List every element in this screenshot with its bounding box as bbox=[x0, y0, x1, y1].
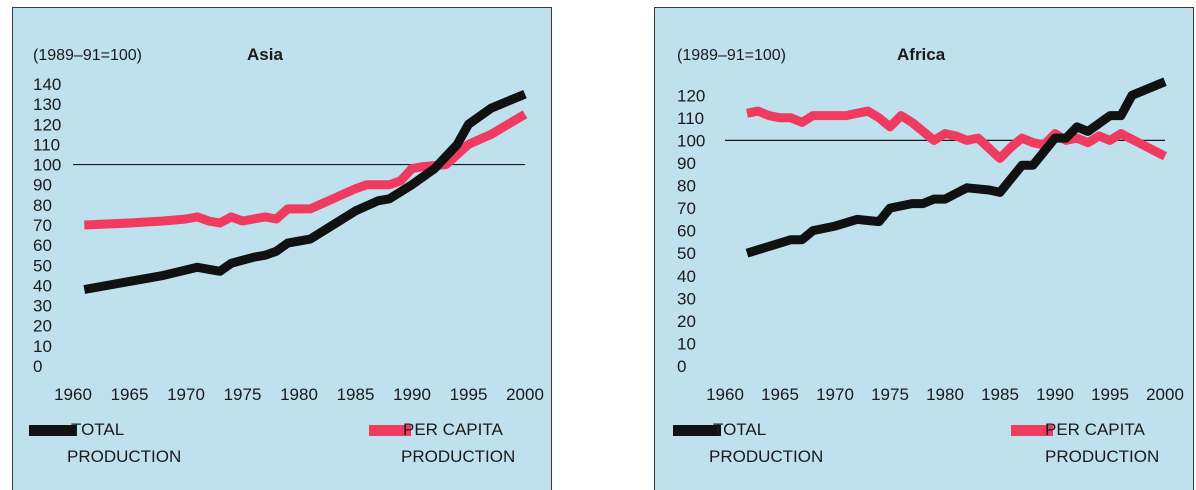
asia-chart-panel: (1989–91=100) Asia 0 10 20 30 40 50 60 70 80 90 10… bbox=[12, 7, 552, 490]
index-note: (1989–91=100) bbox=[677, 47, 786, 64]
africa-chart: (1989–91=100) Africa 0 10 20 30 40 50 60 70 80 90… bbox=[673, 45, 1184, 466]
x-tick-label: 1960 bbox=[54, 385, 92, 404]
x-tick-label: 1980 bbox=[280, 385, 318, 404]
legend-per-capita-line-2: PRODUCTION bbox=[401, 447, 515, 466]
y-tick-label: 140 bbox=[33, 75, 61, 94]
x-tick-label: 1985 bbox=[337, 385, 375, 404]
y-tick-label: 20 bbox=[677, 312, 696, 331]
legend-per-capita-line-1: PER CAPITA bbox=[1045, 420, 1145, 439]
plot-area: 0 10 20 30 40 50 60 70 80 90 100 110 120 1960 1965 1970… bbox=[677, 77, 1184, 404]
series-line-total bbox=[83, 89, 527, 294]
y-tick-label: 90 bbox=[33, 176, 52, 195]
x-tick-label: 1965 bbox=[111, 385, 149, 404]
y-tick-label: 10 bbox=[677, 334, 696, 353]
y-tick-label: 20 bbox=[33, 317, 52, 336]
y-tick-label: 0 bbox=[677, 357, 686, 376]
y-tick-label: 30 bbox=[33, 297, 52, 316]
legend: TOTAL PRODUCTION PER CAPITA PRODUCTION bbox=[29, 420, 515, 466]
series-line-per-capita bbox=[746, 106, 1168, 163]
y-tick-label: 80 bbox=[33, 196, 52, 215]
x-tick-label: 2000 bbox=[506, 385, 544, 404]
series-line-per-capita bbox=[84, 110, 528, 230]
legend-total-line-2: PRODUCTION bbox=[67, 447, 181, 466]
x-tick-label: 2000 bbox=[1146, 385, 1184, 404]
x-tick-label: 1975 bbox=[871, 385, 909, 404]
legend-total-line-1: TOTAL bbox=[713, 420, 766, 439]
x-tick-label: 1970 bbox=[167, 385, 205, 404]
y-tick-label: 50 bbox=[677, 244, 696, 263]
x-tick-label: 1990 bbox=[1036, 385, 1074, 404]
y-tick-label: 60 bbox=[33, 236, 52, 255]
series-line-total bbox=[745, 77, 1167, 258]
y-tick-label: 70 bbox=[677, 199, 696, 218]
x-tick-label: 1970 bbox=[816, 385, 854, 404]
legend-swatch-total bbox=[673, 425, 721, 436]
x-tick-label: 1995 bbox=[450, 385, 488, 404]
chart-title: Asia bbox=[247, 45, 283, 64]
y-tick-label: 0 bbox=[33, 357, 42, 376]
y-tick-label: 10 bbox=[33, 337, 52, 356]
x-tick-label: 1995 bbox=[1091, 385, 1129, 404]
legend: TOTAL PRODUCTION PER CAPITA PRODUCTION bbox=[673, 420, 1159, 466]
legend-total-line-1: TOTAL bbox=[71, 420, 124, 439]
legend-swatch-per-capita bbox=[369, 425, 411, 436]
y-tick-label: 40 bbox=[677, 267, 696, 286]
x-tick-label: 1975 bbox=[224, 385, 262, 404]
y-tick-label: 100 bbox=[33, 156, 61, 175]
chart-title: Africa bbox=[897, 45, 946, 64]
y-tick-label: 30 bbox=[677, 289, 696, 308]
africa-chart-panel: (1989–91=100) Africa 0 10 20 30 40 50 60 70 80 90… bbox=[654, 7, 1194, 490]
y-tick-label: 90 bbox=[677, 154, 696, 173]
y-tick-label: 100 bbox=[677, 131, 705, 150]
y-tick-label: 120 bbox=[677, 86, 705, 105]
x-tick-label: 1990 bbox=[393, 385, 431, 404]
y-tick-label: 40 bbox=[33, 276, 52, 295]
x-tick-label: 1985 bbox=[981, 385, 1019, 404]
legend-per-capita-line-1: PER CAPITA bbox=[403, 420, 503, 439]
y-tick-label: 110 bbox=[33, 135, 60, 154]
legend-swatch-total bbox=[29, 425, 77, 436]
y-tick-label: 120 bbox=[33, 115, 61, 134]
y-tick-label: 50 bbox=[33, 256, 52, 275]
x-tick-label: 1960 bbox=[706, 385, 744, 404]
legend-per-capita-line-2: PRODUCTION bbox=[1045, 447, 1159, 466]
legend-total-line-2: PRODUCTION bbox=[709, 447, 823, 466]
y-tick-label: 70 bbox=[33, 216, 52, 235]
x-tick-label: 1965 bbox=[761, 385, 799, 404]
index-note: (1989–91=100) bbox=[33, 47, 142, 64]
legend-swatch-per-capita bbox=[1011, 425, 1053, 436]
y-tick-label: 110 bbox=[677, 109, 704, 128]
y-tick-label: 80 bbox=[677, 177, 696, 196]
y-tick-label: 130 bbox=[33, 95, 61, 114]
y-tick-label: 60 bbox=[677, 222, 696, 241]
x-tick-label: 1980 bbox=[926, 385, 964, 404]
